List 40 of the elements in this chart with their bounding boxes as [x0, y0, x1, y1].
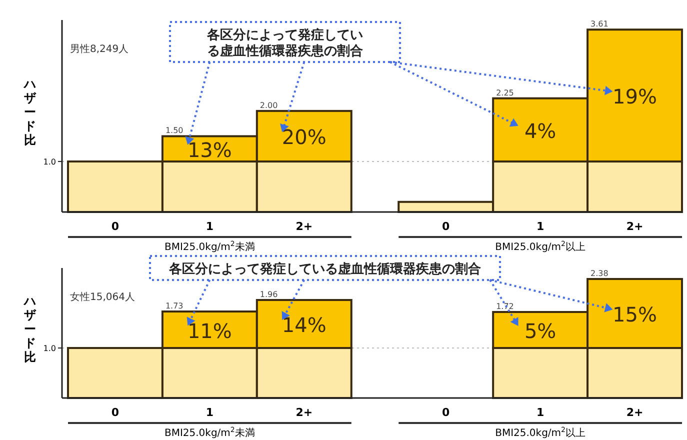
- x-tick-label: 2+: [626, 406, 644, 419]
- x-tick-label: 1: [536, 406, 544, 419]
- chart-title: 各区分によって発症している虚血性循環器疾患の割合: [168, 261, 481, 277]
- annotation: 15%: [612, 302, 657, 326]
- x-tick-label: 0: [442, 220, 450, 233]
- total-label: 2.00: [260, 100, 278, 110]
- total-label: 2.38: [590, 269, 608, 278]
- annotation: 13%: [187, 138, 232, 162]
- y-tick-label: 1.0: [43, 344, 56, 353]
- total-label: 1.50: [165, 126, 184, 136]
- x-tick-label: 2+: [626, 220, 644, 233]
- x-tick-label: 0: [442, 406, 450, 419]
- x-tick-label: 2+: [296, 406, 313, 419]
- text: 男性8,249人: [70, 43, 129, 55]
- text: 各区分によって発症している虚血性循環器疾患の割合: [206, 27, 363, 59]
- annotation: 4%: [524, 118, 556, 143]
- y-axis-title: ハザード比: [23, 294, 37, 364]
- text: BMI25.0kg/m$^{2}$未満: [164, 426, 255, 439]
- text: BMI25.0kg/m$^{2}$未満: [164, 240, 255, 253]
- annotation: 11%: [187, 318, 232, 343]
- annotation: 20%: [282, 125, 326, 150]
- annotation: 14%: [282, 313, 326, 337]
- x-tick-label: 0: [111, 406, 120, 419]
- x-tick-label: 2+: [296, 220, 313, 233]
- total-label: 1.73: [165, 302, 184, 310]
- total-label: 2.25: [496, 88, 514, 98]
- annotation: 5%: [524, 319, 556, 343]
- x-tick-label: 1: [536, 220, 544, 233]
- text: BMI25.0kg/m$^{2}$以上: [495, 240, 586, 253]
- total-label: 3.61: [590, 20, 608, 29]
- x-tick-label: 1: [206, 406, 214, 419]
- annotation: 19%: [612, 84, 657, 109]
- total-label: 1.72: [496, 302, 514, 311]
- x-tick-label: 1: [206, 220, 214, 233]
- text: 女性15,064人: [70, 291, 135, 303]
- total-label: 1.96: [260, 290, 278, 299]
- y-tick-label: 1.0: [43, 157, 56, 166]
- y-axis-title: ハザード比: [23, 77, 37, 147]
- text: BMI25.0kg/m$^{2}$以上: [495, 426, 586, 439]
- x-tick-label: 0: [111, 220, 120, 233]
